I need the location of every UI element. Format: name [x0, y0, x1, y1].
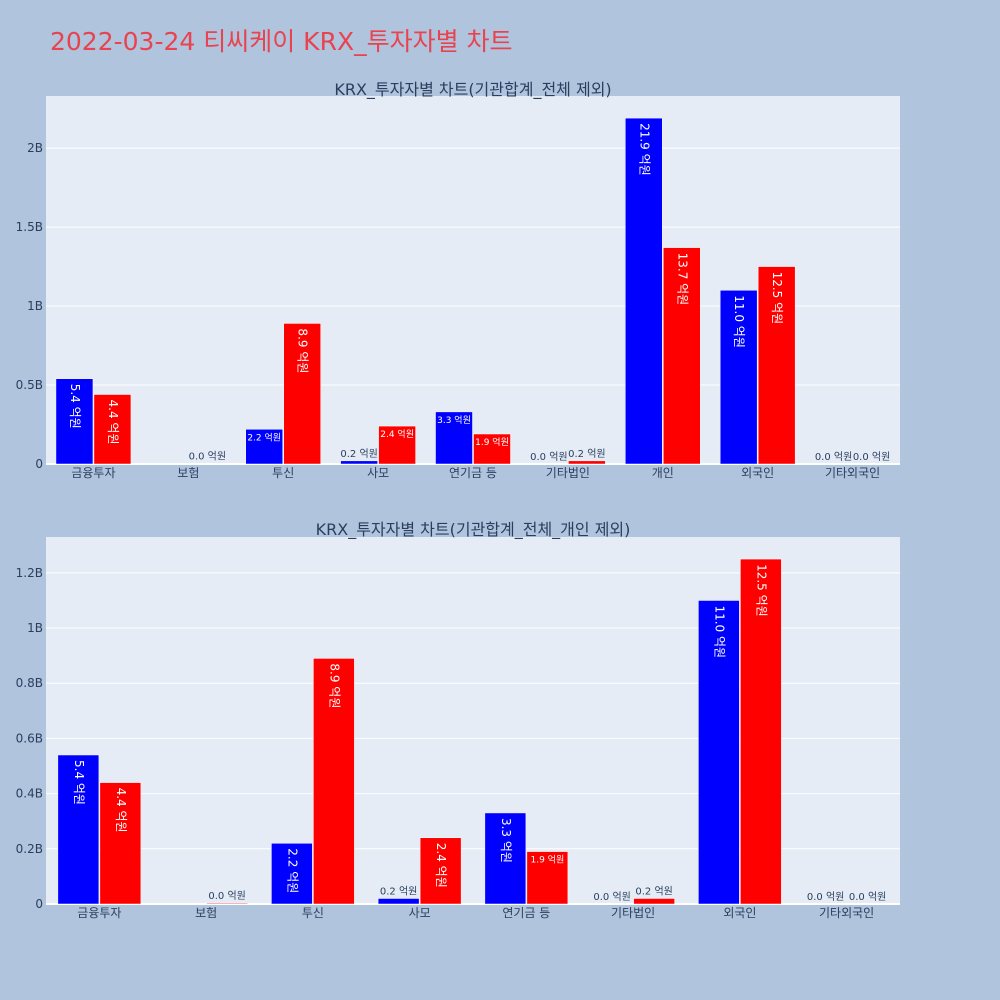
- x-tick-label: 연기금 등: [449, 466, 497, 480]
- data-label: 0.0 억원: [815, 451, 852, 463]
- bar-buy: [435, 411, 473, 465]
- bar-sell: [313, 658, 355, 905]
- data-label: 4.4 억원: [106, 400, 120, 445]
- y-tick-label: 1B: [27, 299, 43, 313]
- data-label: 1.9 억원: [475, 436, 509, 448]
- y-tick-label: 0.6B: [16, 731, 43, 745]
- y-tick-label: 0.4B: [16, 787, 43, 801]
- data-label: 8.9 억원: [327, 663, 341, 708]
- data-label: 2.2 억원: [247, 431, 281, 443]
- bar-buy: [698, 600, 740, 905]
- x-tick-label: 투신: [302, 906, 324, 920]
- x-tick-label: 기타외국인: [825, 466, 880, 480]
- x-tick-label: 사모: [409, 906, 431, 920]
- bar-sell: [206, 902, 248, 905]
- data-label: 11.0 억원: [712, 605, 726, 658]
- y-tick-label: 0: [35, 897, 43, 911]
- data-label: 2.2 억원: [285, 848, 299, 893]
- data-label: 0.0 억원: [208, 890, 245, 902]
- chart-title: KRX_투자자별 차트(기관합계_전체_개인 제외): [316, 520, 631, 540]
- x-tick-label: 투신: [272, 466, 294, 480]
- data-label: 0.0 억원: [530, 451, 567, 463]
- y-tick-label: 0.5B: [16, 378, 43, 392]
- y-tick-label: 2B: [27, 141, 43, 155]
- data-label: 0.2 억원: [635, 885, 672, 897]
- bar-sell: [473, 433, 511, 465]
- data-label: 12.5 억원: [754, 564, 768, 617]
- bar-buy: [625, 117, 663, 465]
- bar-sell: [633, 898, 675, 905]
- bar-buy: [484, 812, 527, 905]
- data-label: 21.9 억원: [637, 123, 651, 176]
- bar-sell: [568, 460, 606, 465]
- data-label: 11.0 억원: [732, 295, 746, 348]
- data-label: 1.9 억원: [531, 854, 565, 866]
- data-label: 0.0 억원: [849, 891, 886, 903]
- y-tick-label: 1B: [27, 621, 43, 635]
- x-tick-label: 금융투자: [71, 466, 115, 480]
- x-tick-label: 개인: [652, 466, 674, 480]
- bar-sell: [99, 782, 142, 905]
- data-label: 0.0 억원: [593, 891, 630, 903]
- data-label: 13.7 억원: [675, 253, 689, 306]
- data-label: 5.4 억원: [72, 760, 86, 805]
- data-label: 5.4 억원: [68, 384, 82, 429]
- data-label: 3.3 억원: [437, 414, 471, 426]
- page-title: 2022-03-24 티씨케이 KRX_투자자별 차트: [50, 27, 513, 56]
- bar-sell: [526, 851, 569, 905]
- bar-sell: [740, 558, 782, 905]
- data-label: 8.9 억원: [296, 328, 310, 373]
- bar-buy: [340, 460, 378, 465]
- x-tick-label: 외국인: [741, 466, 774, 480]
- bar-sell: [663, 247, 701, 465]
- x-tick-label: 외국인: [723, 906, 756, 920]
- bar-sell: [283, 323, 321, 465]
- y-tick-label: 0: [35, 457, 43, 471]
- data-label: 0.2 억원: [568, 448, 605, 460]
- x-tick-label: 기타법인: [611, 906, 655, 920]
- data-label: 2.4 억원: [380, 428, 414, 440]
- x-tick-label: 기타외국인: [819, 906, 874, 920]
- data-label: 3.3 억원: [499, 818, 513, 863]
- bar-sell: [419, 837, 462, 905]
- y-tick-label: 0.8B: [16, 676, 43, 690]
- bar-sell: [93, 394, 132, 465]
- bar-sell: [378, 425, 416, 465]
- bar-buy: [377, 898, 420, 905]
- bar-sell: [757, 266, 796, 465]
- bar-buy: [245, 429, 283, 465]
- bar-buy: [57, 754, 100, 905]
- x-tick-label: 연기금 등: [502, 906, 550, 920]
- x-tick-label: 기타법인: [546, 466, 590, 480]
- x-tick-label: 사모: [367, 466, 389, 480]
- data-label: 0.0 억원: [853, 451, 890, 463]
- data-label: 12.5 억원: [770, 272, 784, 325]
- data-label: 0.0 억원: [189, 451, 226, 463]
- plot-area: [46, 96, 900, 464]
- data-label: 0.0 억원: [807, 891, 844, 903]
- y-tick-label: 1.5B: [16, 220, 43, 234]
- bar-buy: [271, 843, 313, 905]
- chart-top: KRX_투자자별 차트(기관합계_전체 제외) 0 0.5B 1B 1.5B 2B 금융투자…: [16, 80, 900, 480]
- data-label: 2.4 억원: [434, 843, 448, 888]
- chart-bottom: KRX_투자자별 차트(기관합계_전체_개인 제외) 0 0.2B 0.4B 0.6B 0…: [16, 520, 900, 920]
- x-tick-label: 보험: [195, 906, 217, 920]
- data-label: 4.4 억원: [114, 788, 128, 833]
- x-tick-label: 금융투자: [77, 906, 121, 920]
- chart-title: KRX_투자자별 차트(기관합계_전체 제외): [334, 80, 611, 100]
- data-label: 0.2 억원: [380, 885, 417, 897]
- data-label: 0.2 억원: [340, 448, 377, 460]
- y-tick-label: 0.2B: [16, 842, 43, 856]
- bar-buy: [55, 378, 94, 465]
- x-tick-label: 보험: [177, 466, 199, 480]
- y-tick-label: 1.2B: [16, 566, 43, 580]
- bar-buy: [719, 290, 758, 465]
